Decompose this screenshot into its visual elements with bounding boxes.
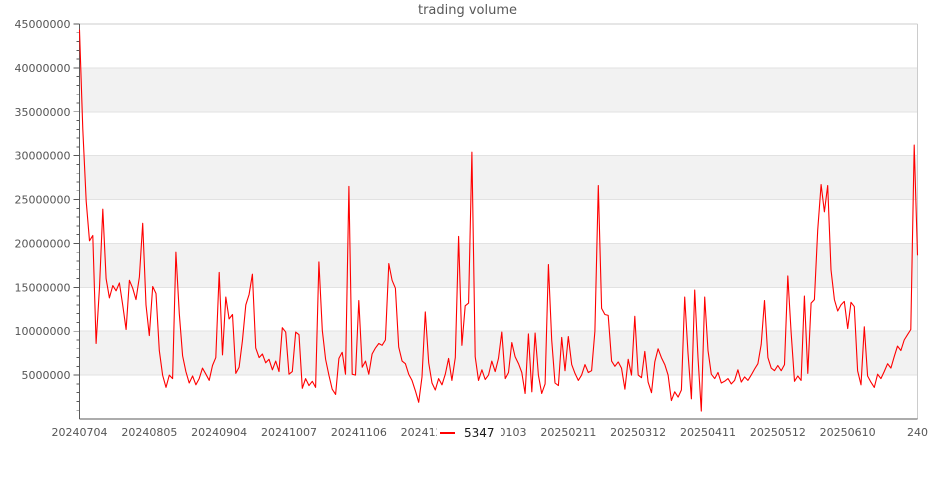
y-tick-label: 40000000 [15, 62, 71, 75]
y-tick-label: 25000000 [15, 194, 71, 207]
y-tick-label: 20000000 [15, 237, 71, 250]
chart-title: trading volume [417, 3, 518, 18]
y-tick-label: 10000000 [15, 325, 71, 338]
x-tick-label: 20250211 [540, 426, 596, 439]
y-tick-label: 5000000 [22, 369, 71, 382]
x-tick-label: 20240805 [121, 426, 177, 439]
x-tick-label: 20240904 [191, 426, 247, 439]
y-tick-label: 15000000 [15, 281, 71, 294]
x-tick-label: 20240704 [52, 426, 108, 439]
legend-line-sample [440, 431, 455, 434]
x-tick-label: 240 [907, 426, 928, 439]
volume-line-series [78, 29, 919, 412]
x-tick-label: 20241106 [331, 426, 387, 439]
x-tick-label: 20250610 [820, 426, 876, 439]
y-tick-label: 35000000 [15, 106, 71, 119]
x-tick-label: 20241007 [261, 426, 317, 439]
x-tick-label: 20250512 [750, 426, 806, 439]
plot-band [79, 155, 918, 200]
plot-band [79, 67, 918, 112]
legend-series-label: 5347 [464, 425, 495, 440]
plot-band [79, 331, 918, 376]
y-tick-label: 45000000 [15, 18, 71, 31]
x-tick-label: 20250312 [610, 426, 666, 439]
plot-band [79, 243, 918, 288]
y-tick-label: 30000000 [15, 150, 71, 163]
legend: 5347 [437, 424, 501, 441]
x-tick-label: 20250411 [680, 426, 736, 439]
